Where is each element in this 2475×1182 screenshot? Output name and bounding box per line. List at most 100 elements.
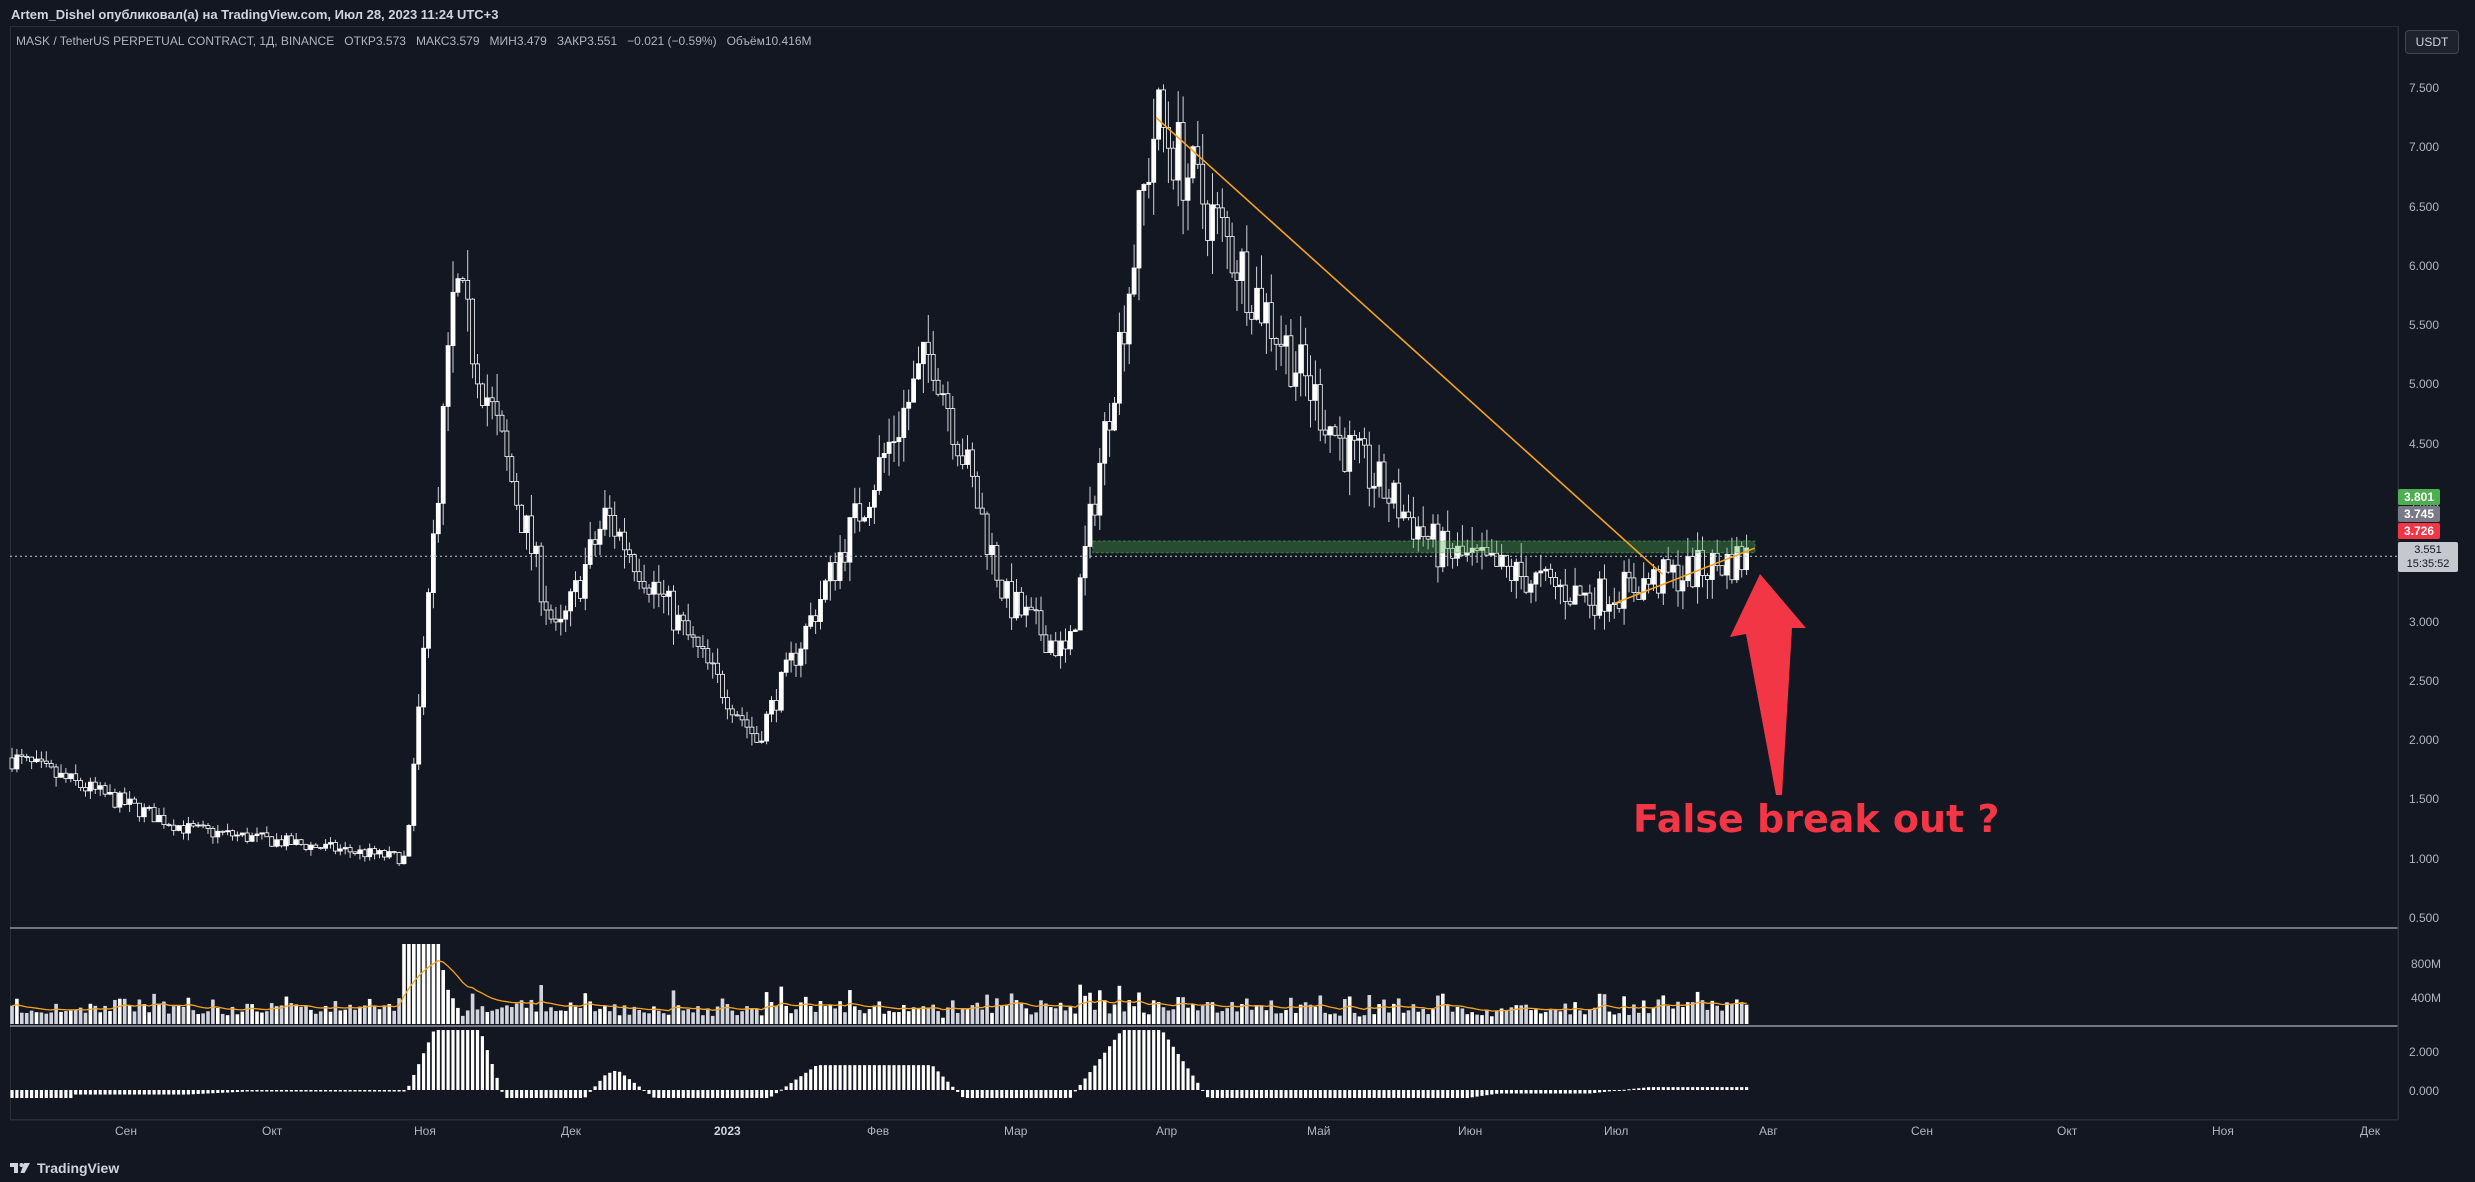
volume-bar [1617,1013,1621,1024]
volume-bar [1215,1012,1220,1024]
candle [558,618,564,623]
candle [1518,561,1524,577]
oscillator-bar [1000,1090,1004,1098]
volume-bar [59,1011,63,1024]
volume-bar [794,1009,798,1024]
oscillator-bar [1495,1090,1499,1094]
volume-bar [490,1010,494,1024]
oscillator-bar [186,1090,190,1095]
time-tick: Май [1307,1124,1331,1138]
volume-bar [583,993,588,1024]
volume-bar [299,1006,303,1024]
oscillator-bar [324,1090,328,1092]
volume-bar [990,1012,994,1024]
oscillator-bar [897,1065,901,1090]
candle [1063,640,1068,650]
candle [1734,546,1740,581]
oscillator-bar [10,1090,14,1098]
oscillator-bar [1735,1087,1739,1090]
time-tick: Сен [1911,1124,1933,1138]
footer: TradingView [0,1154,2475,1182]
candle [813,615,818,622]
chart-frame[interactable] [10,26,2399,1120]
candle [1342,437,1348,472]
volume-bar [118,998,122,1024]
oscillator-bar [1553,1090,1558,1094]
oscillator-bar [1392,1090,1396,1098]
volume-bar [652,1006,656,1024]
candle [1185,177,1191,201]
candle [1239,251,1245,282]
oscillator-bar [1034,1090,1038,1098]
oscillator-bar [230,1090,235,1093]
oscillator-bar [1338,1090,1342,1098]
volume-bar [838,1001,842,1024]
volume-bar [1269,1000,1274,1024]
candle [244,832,250,842]
volume-bar [1191,1004,1195,1024]
oscillator-bar [961,1090,965,1098]
volume-bar [661,1013,666,1024]
volume-bar [931,1004,935,1024]
candle [514,481,520,506]
volume-bar [559,1010,563,1024]
candle [1092,503,1098,516]
volume-bar [1186,1007,1190,1024]
volume-bar [1720,1010,1724,1024]
candle [1303,344,1308,377]
candle [754,733,760,743]
oscillator-bar [397,1090,401,1092]
oscillator-bar [809,1069,813,1090]
volume-bar [1646,1013,1651,1024]
volume-bar [1392,1003,1396,1024]
candle [1170,147,1176,181]
oscillator-bar [441,1030,445,1090]
oscillator-bar [1661,1087,1665,1090]
candle [112,792,118,808]
oscillator-bar [1171,1046,1175,1090]
candle [519,504,524,534]
oscillator-bar [451,1030,455,1090]
candle [1175,122,1181,181]
candle [749,726,755,735]
volume-bar [88,1003,93,1024]
oscillator-bar [162,1090,166,1095]
candle [832,562,838,581]
volume-bar [318,1011,323,1024]
candle [181,825,186,834]
candle [450,291,456,347]
oscillator-bar [1470,1090,1474,1098]
volume-bar [1534,1009,1538,1024]
volume-bar [882,1013,886,1024]
candle [1229,236,1235,274]
volume-bar [1029,1014,1033,1024]
oscillator-bar [314,1090,318,1092]
volume-bar [857,1009,862,1024]
candle [303,843,309,850]
symbol-legend[interactable]: MASK / TetherUS PERPETUAL CONTRACT, 1Д, … [16,34,812,48]
volume-bar [1406,1010,1411,1024]
currency-button[interactable]: USDT [2405,30,2459,54]
volume-bar [451,998,455,1024]
candle [563,610,569,620]
volume-bar [1083,995,1087,1024]
tradingview-logo[interactable]: TradingView [10,1160,119,1176]
candle [367,848,373,858]
candle [1141,184,1147,191]
candle [1205,203,1210,241]
candle [827,562,833,582]
volume-bar [1264,1010,1269,1024]
volume-bar [1573,1002,1577,1024]
candle [146,806,152,809]
candle [1244,251,1250,313]
volume-bar [612,1004,617,1024]
candle [274,839,280,847]
oscillator-bar [279,1090,284,1092]
oscillator-bar [1142,1030,1146,1090]
oscillator-bar [480,1036,484,1090]
candle [788,652,794,661]
volume-bar [1009,993,1014,1024]
volume-bar [1524,1004,1528,1024]
candle [671,590,676,631]
